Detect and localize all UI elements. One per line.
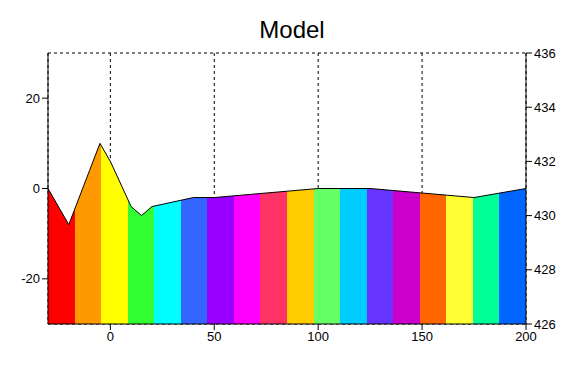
svg-text:434: 434 [534, 100, 556, 115]
svg-text:426: 426 [534, 317, 556, 332]
svg-text:200: 200 [515, 329, 537, 345]
svg-text:430: 430 [534, 208, 556, 223]
svg-text:432: 432 [534, 154, 556, 169]
svg-text:50: 50 [207, 329, 221, 344]
svg-text:100: 100 [307, 329, 329, 344]
svg-text:150: 150 [411, 329, 433, 344]
svg-text:0: 0 [33, 181, 40, 196]
svg-text:0: 0 [107, 329, 114, 344]
svg-text:20: 20 [26, 91, 40, 106]
svg-text:428: 428 [534, 262, 556, 277]
svg-text:-20: -20 [21, 271, 40, 286]
html-text:Model: Model [259, 16, 325, 43]
svg-text:436: 436 [534, 46, 556, 61]
